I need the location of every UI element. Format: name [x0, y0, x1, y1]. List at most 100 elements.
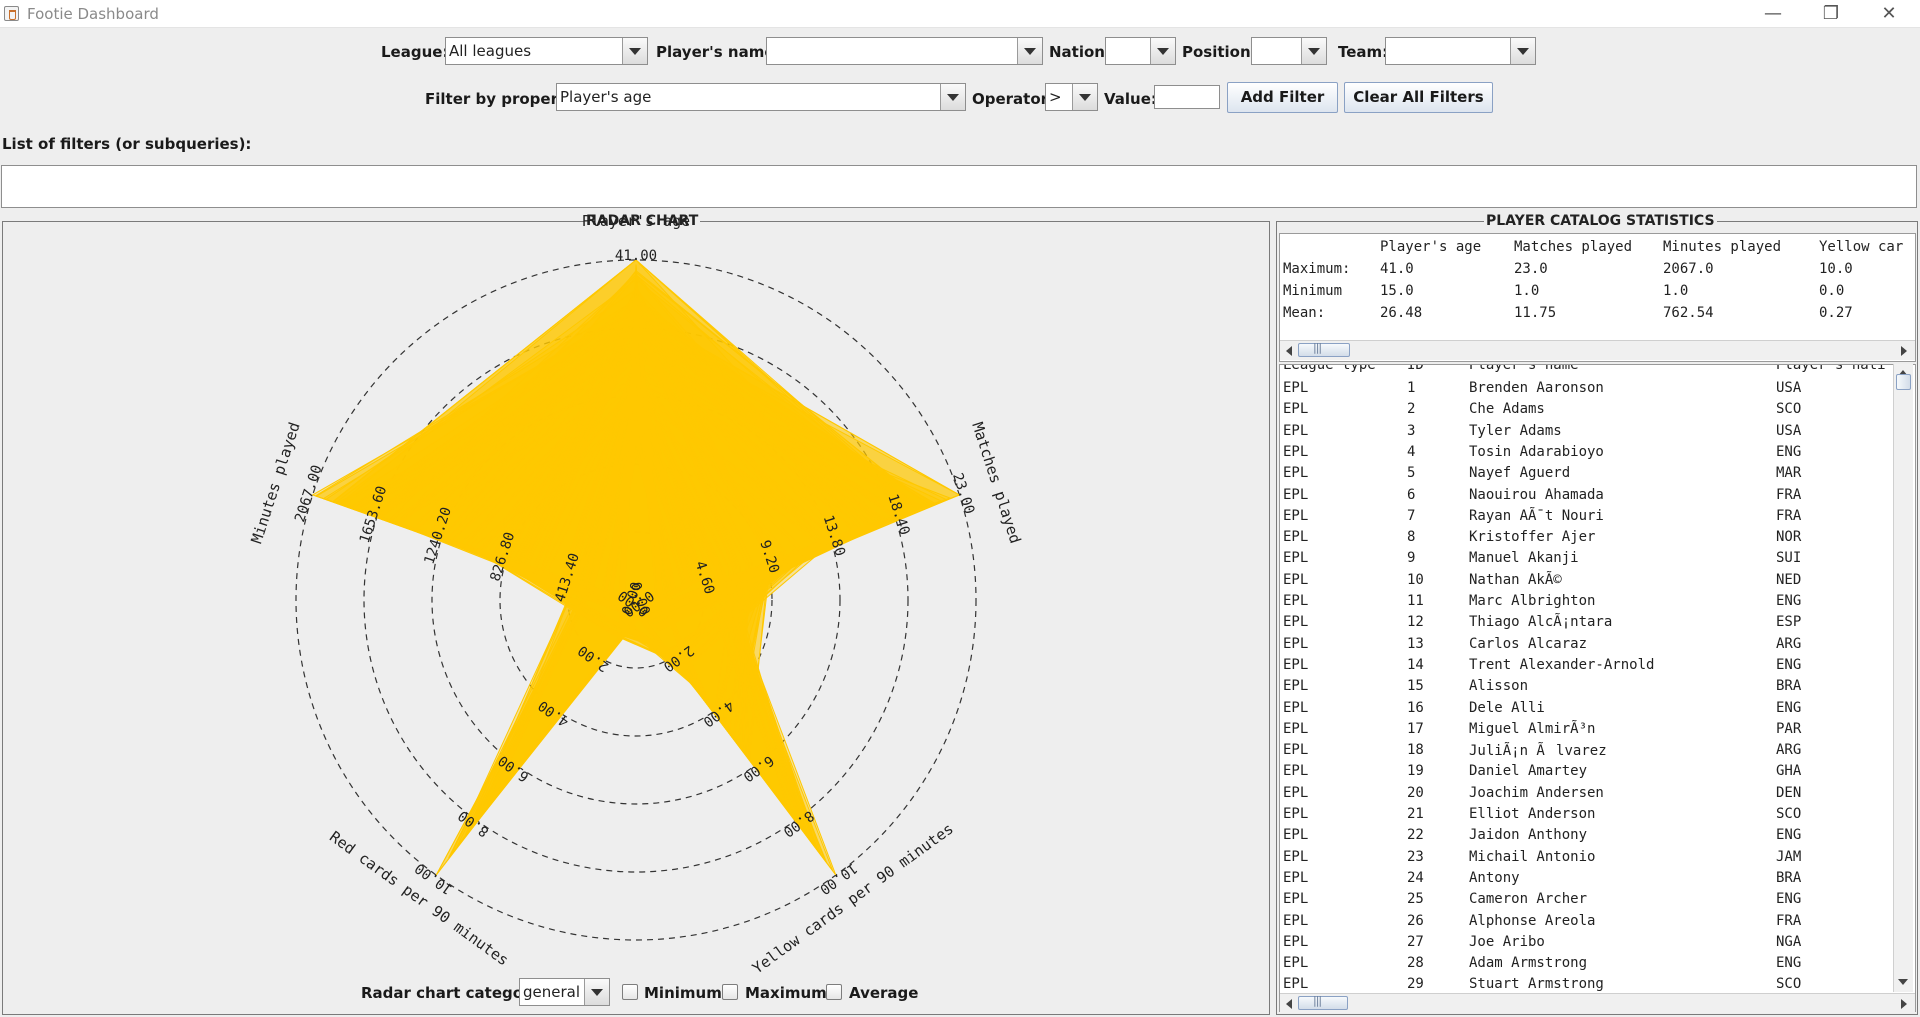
scroll-left-icon[interactable] [1280, 994, 1298, 1012]
table-cell: Joe Aribo [1469, 933, 1545, 950]
stats-cell: 10.0 [1819, 261, 1853, 277]
statistics-horizontal-scrollbar[interactable] [1280, 340, 1915, 360]
radar-series-polygon [379, 322, 854, 623]
table-cell: 6 [1407, 486, 1416, 503]
league-select[interactable]: All leagues [445, 37, 648, 65]
table-cell: Manuel Akanji [1469, 550, 1579, 567]
table-cell: EPL [1283, 465, 1309, 482]
maximize-icon[interactable]: ❐ [1822, 3, 1840, 24]
chevron-down-icon[interactable] [1017, 38, 1042, 64]
table-cell: EPL [1283, 380, 1309, 396]
stats-cell: 2067.0 [1663, 261, 1714, 277]
table-cell: 20 [1407, 784, 1424, 801]
close-icon[interactable]: ✕ [1881, 3, 1897, 24]
table-cell: USA [1776, 380, 1802, 396]
scrollbar-thumb[interactable] [1298, 994, 1348, 1010]
table-cell: ENG [1776, 699, 1802, 716]
scrollbar-thumb[interactable] [1298, 341, 1350, 357]
chevron-down-icon[interactable] [940, 84, 965, 110]
window-title: Footie Dashboard [27, 5, 159, 23]
stats-cell: 23.0 [1514, 261, 1548, 277]
table-cell: FRA [1776, 486, 1802, 503]
average-checkbox-label: Average [849, 984, 919, 1002]
add-filter-button[interactable]: Add Filter [1227, 82, 1338, 113]
scroll-right-icon[interactable] [1895, 994, 1913, 1012]
table-cell: EPL [1283, 891, 1309, 908]
team-select[interactable] [1385, 37, 1536, 65]
table-cell: EPL [1283, 763, 1309, 780]
radar-series-polygon [471, 374, 694, 826]
chevron-down-icon[interactable] [622, 38, 647, 64]
stats-cell: 11.75 [1514, 305, 1557, 321]
scroll-left-icon[interactable] [1280, 341, 1298, 359]
stats-cell: 26.48 [1380, 305, 1423, 321]
property-select-value: Player's age [560, 88, 652, 106]
table-cell: Naouirou Ahamada [1469, 486, 1604, 503]
radar-series-polygon [618, 303, 687, 670]
java-app-icon [4, 6, 19, 21]
table-cell: FRA [1776, 507, 1802, 524]
table-cell: EPL [1283, 529, 1309, 546]
player-name-select[interactable] [766, 37, 1043, 65]
table-cell: 9 [1407, 550, 1416, 567]
table-cell: Thiago AlcÃ¡ntara [1469, 614, 1613, 631]
position-select[interactable] [1251, 37, 1327, 65]
table-cell: Kristoffer Ajer [1469, 529, 1596, 546]
maximum-checkbox[interactable] [722, 984, 738, 1000]
radar-series-polygon [525, 313, 751, 759]
filter-list-field[interactable] [1, 165, 1917, 208]
clear-all-filters-button[interactable]: Clear All Filters [1344, 82, 1493, 113]
table-cell: Elliot Anderson [1469, 806, 1596, 822]
nation-select[interactable] [1105, 37, 1176, 65]
scroll-right-icon[interactable] [1895, 341, 1913, 359]
chevron-down-icon[interactable] [1072, 84, 1097, 110]
scroll-up-icon[interactable] [1894, 364, 1912, 382]
table-cell: ENG [1776, 955, 1802, 972]
scroll-down-icon[interactable] [1894, 973, 1912, 991]
minimum-checkbox-label: Minimum [644, 984, 722, 1002]
radar-ring [295, 259, 977, 941]
value-input[interactable] [1154, 85, 1220, 109]
average-checkbox[interactable] [826, 984, 842, 1000]
operator-select[interactable]: > [1045, 83, 1098, 111]
minimum-checkbox[interactable] [622, 984, 638, 1000]
table-cell: GHA [1776, 763, 1802, 780]
statistics-panel: PLAYER CATALOG STATISTICS [1276, 213, 1918, 1015]
table-cell: ENG [1776, 443, 1802, 460]
stats-row-label: Minimum [1283, 283, 1343, 299]
stats-cell: 1.0 [1514, 283, 1540, 299]
table-cell: EPL [1283, 955, 1309, 972]
radar-axis-label: Player's age [582, 212, 690, 230]
chevron-down-icon[interactable] [1150, 38, 1175, 64]
table-cell: 15 [1407, 678, 1424, 695]
maximum-checkbox-label: Maximum [745, 984, 827, 1002]
table-cell: EPL [1283, 827, 1309, 844]
stats-column-header: Minutes played [1663, 239, 1782, 255]
chevron-down-icon[interactable] [1510, 38, 1535, 64]
property-select[interactable]: Player's age [556, 83, 966, 111]
chevron-down-icon[interactable] [584, 979, 609, 1005]
table-cell: EPL [1283, 784, 1309, 801]
scrollbar-thumb[interactable] [1896, 374, 1911, 390]
table-cell: EPL [1283, 507, 1309, 524]
minimize-icon[interactable]: — [1764, 3, 1782, 24]
filter-list-label: List of filters (or subqueries): [2, 135, 252, 153]
table-cell: JAM [1776, 848, 1802, 865]
stats-cell: 762.54 [1663, 305, 1714, 321]
property-label: Filter by property: [425, 90, 581, 108]
player-table-vertical-scrollbar[interactable] [1893, 364, 1913, 992]
stats-column-header: Matches played [1514, 239, 1633, 255]
radar-category-label: Radar chart category: [361, 984, 547, 1002]
table-cell: Daniel Amartey [1469, 763, 1588, 780]
value-label: Value: [1104, 90, 1157, 108]
table-cell: 1 [1407, 380, 1416, 396]
radar-category-select[interactable]: general [519, 978, 610, 1006]
table-cell: 21 [1407, 806, 1424, 822]
player-table-horizontal-scrollbar[interactable] [1280, 993, 1915, 1013]
table-cell: MAR [1776, 465, 1802, 482]
stats-column-header: Yellow car [1819, 239, 1904, 255]
chevron-down-icon[interactable] [1301, 38, 1326, 64]
league-select-value: All leagues [449, 42, 532, 60]
radar-series-polygon [619, 298, 706, 696]
table-cell: 29 [1407, 976, 1424, 993]
